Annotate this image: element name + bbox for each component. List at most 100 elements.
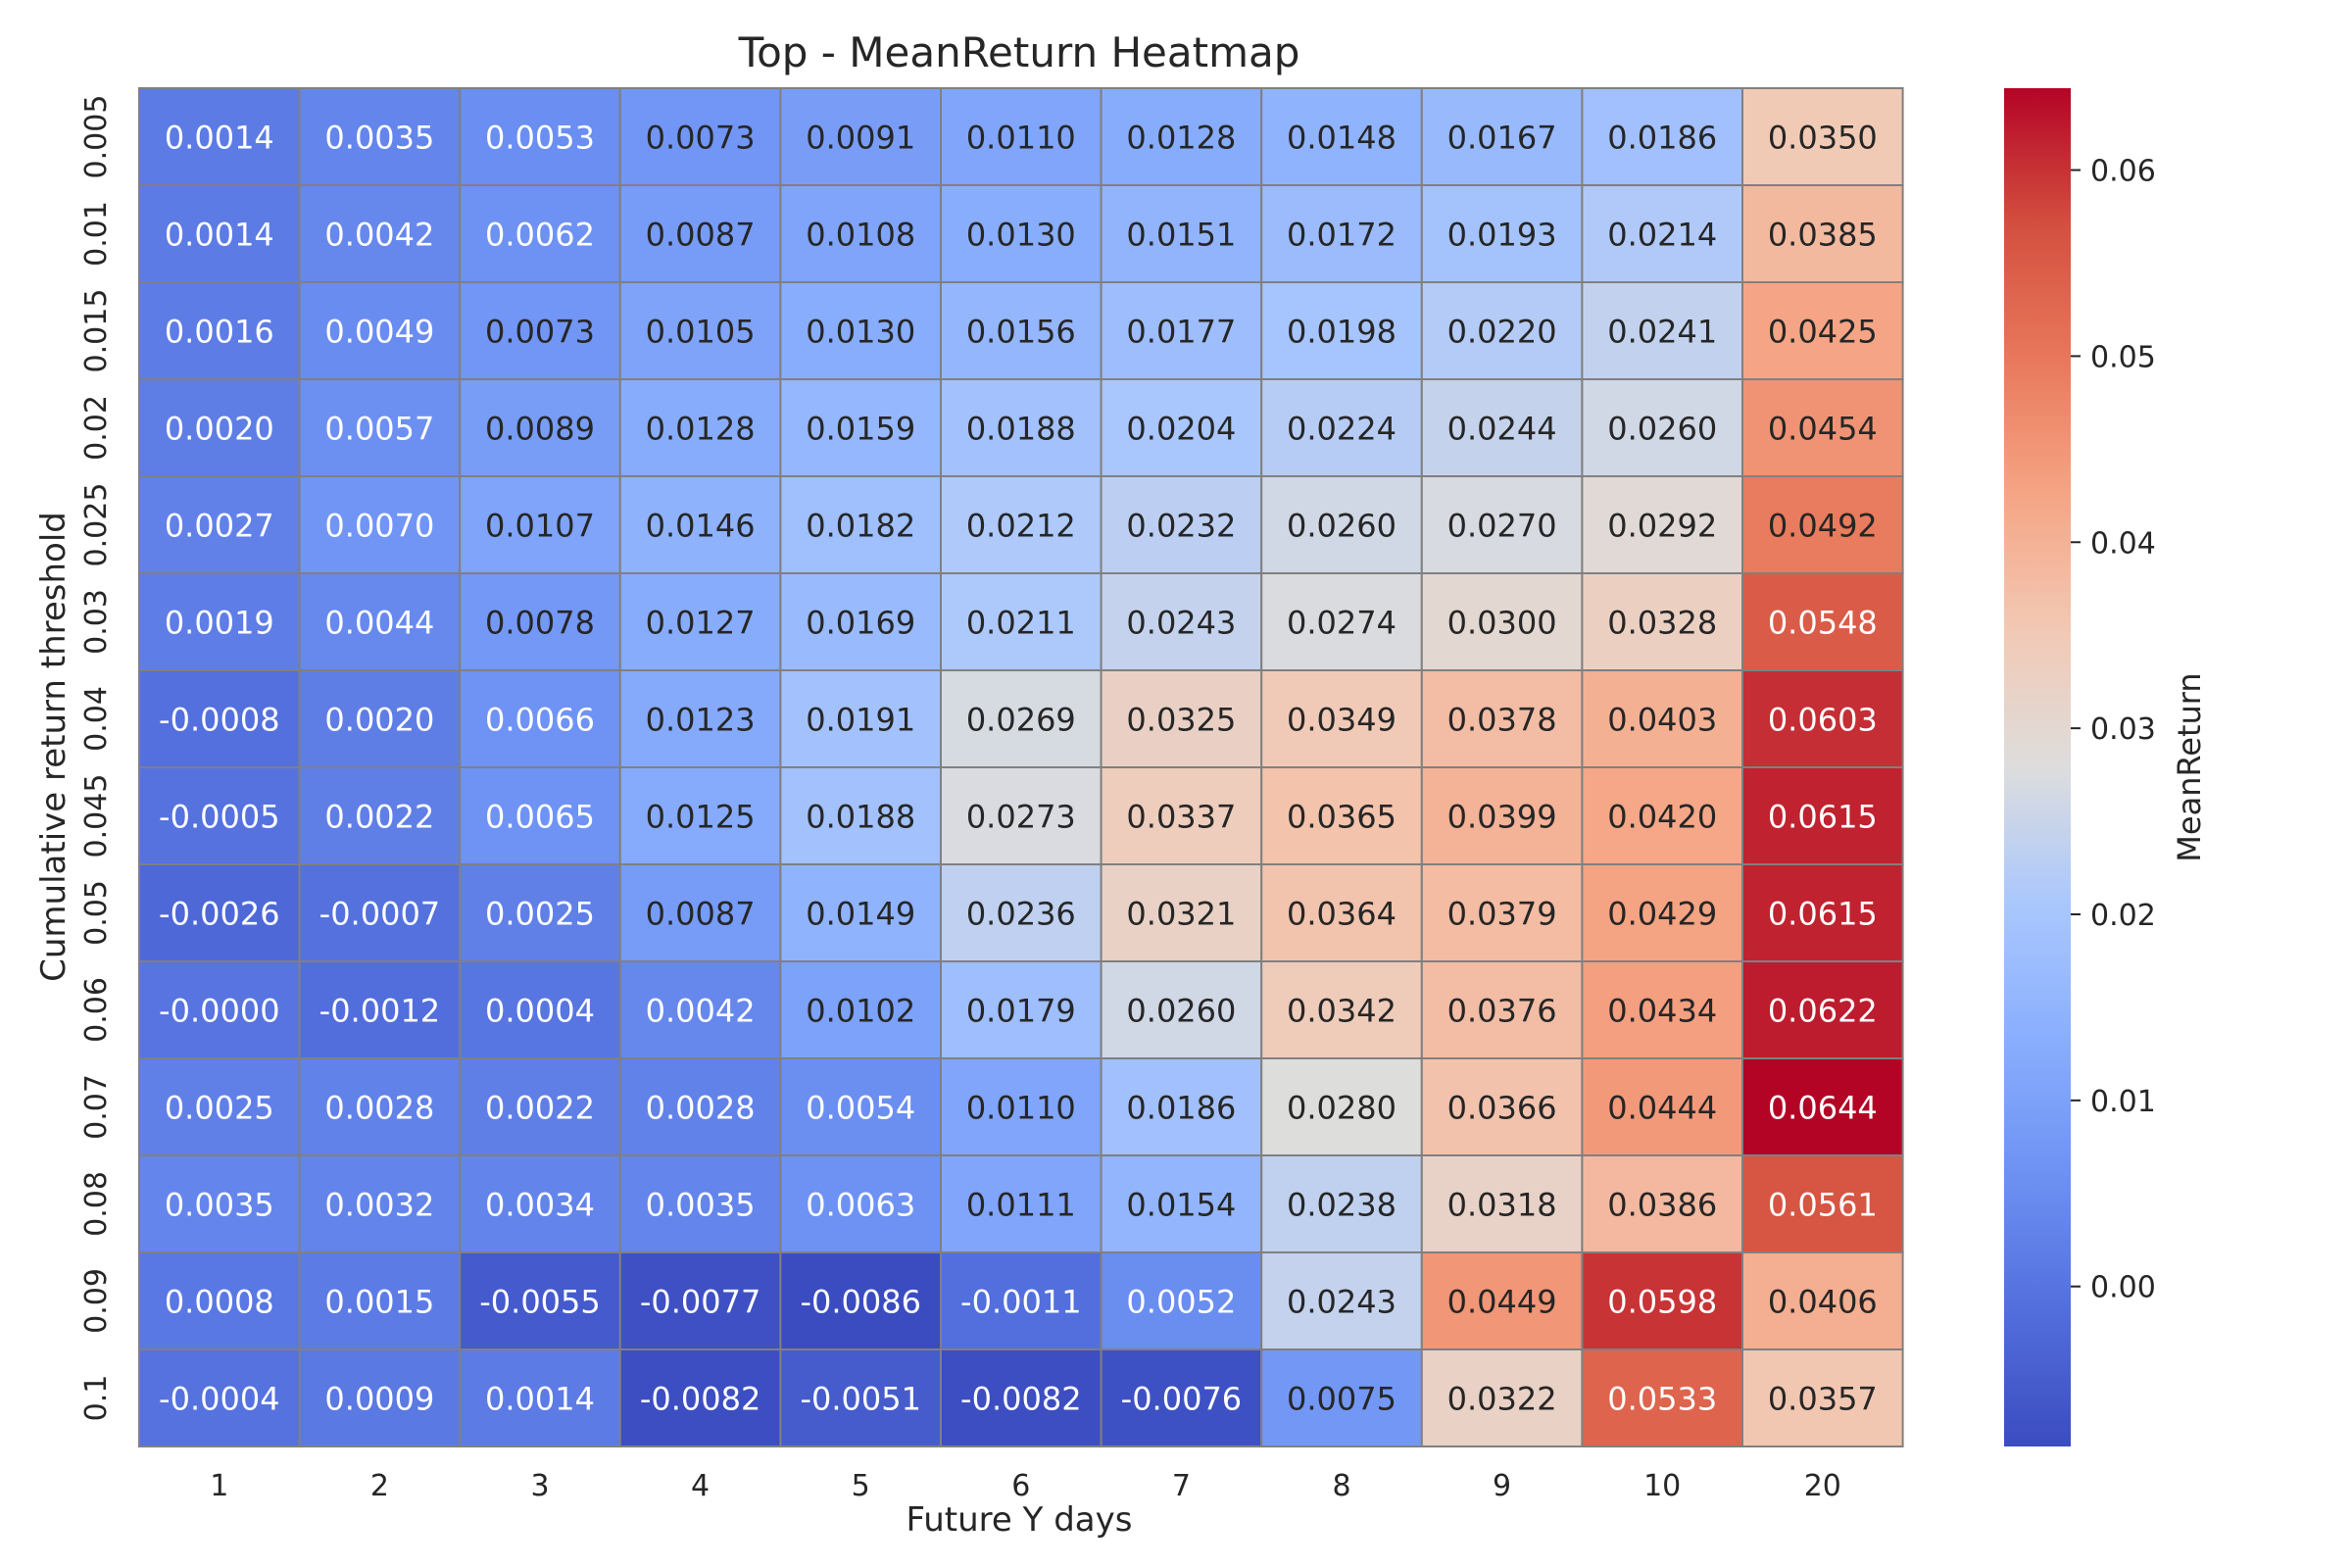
cell-label: 0.0066 bbox=[485, 702, 595, 739]
cell-label: 0.0238 bbox=[1287, 1187, 1396, 1224]
cell-label: 0.0615 bbox=[1768, 896, 1878, 933]
cell-label: 0.0034 bbox=[485, 1187, 595, 1224]
heatmap-cell bbox=[1260, 1154, 1423, 1253]
cell-label: 0.0125 bbox=[646, 799, 756, 836]
cell-label: 0.0236 bbox=[966, 896, 1076, 933]
cell-label: 0.0561 bbox=[1768, 1187, 1878, 1224]
heatmap-cell bbox=[1581, 766, 1744, 865]
heatmap-cell bbox=[298, 766, 462, 865]
cell-label: 0.0615 bbox=[1768, 799, 1878, 836]
cell-label: 0.0063 bbox=[806, 1187, 915, 1224]
heatmap-cell bbox=[298, 87, 462, 186]
cell-label: 0.0349 bbox=[1287, 702, 1396, 739]
cell-label: 0.0172 bbox=[1287, 217, 1396, 254]
y-tick-label: 0.04 bbox=[79, 686, 114, 752]
heatmap-cell bbox=[459, 281, 621, 380]
heatmap-cell bbox=[940, 669, 1102, 768]
cell-label: -0.0000 bbox=[159, 993, 280, 1030]
heatmap-cell bbox=[940, 766, 1102, 865]
cell-label: 0.0049 bbox=[324, 314, 434, 351]
cell-label: 0.0073 bbox=[485, 314, 595, 351]
cell-label: 0.0089 bbox=[485, 411, 595, 448]
heatmap-cell bbox=[1581, 475, 1744, 574]
cell-label: 0.0009 bbox=[324, 1381, 434, 1418]
cell-label: 0.0186 bbox=[1607, 120, 1717, 157]
cell-label: 0.0179 bbox=[966, 993, 1076, 1030]
heatmap-cell bbox=[459, 669, 621, 768]
cell-label: 0.0091 bbox=[806, 120, 915, 157]
heatmap-cell bbox=[1741, 1154, 1904, 1253]
heatmap-cell bbox=[459, 184, 621, 283]
cell-label: 0.0644 bbox=[1768, 1090, 1878, 1127]
heatmap-cell bbox=[1260, 766, 1423, 865]
heatmap-cell bbox=[1100, 1348, 1263, 1447]
heatmap-cell bbox=[138, 766, 301, 865]
cell-label: 0.0004 bbox=[485, 993, 595, 1030]
heatmap-cell bbox=[459, 960, 621, 1059]
cell-label: 0.0127 bbox=[646, 605, 756, 642]
y-tick-label: 0.03 bbox=[79, 589, 114, 655]
cell-label: 0.0078 bbox=[485, 605, 595, 642]
y-tick-label: 0.06 bbox=[79, 977, 114, 1043]
cell-label: 0.0123 bbox=[646, 702, 756, 739]
cell-label: 0.0108 bbox=[806, 217, 915, 254]
cell-label: 0.0014 bbox=[165, 120, 274, 157]
heatmap-cell bbox=[1260, 960, 1423, 1059]
cell-label: -0.0086 bbox=[800, 1284, 921, 1321]
heatmap-cell bbox=[618, 475, 782, 574]
cell-label: 0.0151 bbox=[1126, 217, 1236, 254]
x-tick-label: 6 bbox=[1011, 1469, 1030, 1503]
heatmap-cell bbox=[1100, 184, 1263, 283]
cell-label: 0.0128 bbox=[646, 411, 756, 448]
heatmap-cell bbox=[1741, 766, 1904, 865]
heatmap-cell bbox=[940, 1348, 1102, 1447]
heatmap-cell bbox=[138, 1154, 301, 1253]
heatmap-cell bbox=[940, 184, 1102, 283]
heatmap-cell bbox=[1100, 669, 1263, 768]
heatmap-cell bbox=[1420, 960, 1584, 1059]
cell-label: 0.0328 bbox=[1607, 605, 1717, 642]
cell-label: 0.0321 bbox=[1126, 896, 1236, 933]
cell-label: 0.0269 bbox=[966, 702, 1076, 739]
cell-label: 0.0386 bbox=[1607, 1187, 1717, 1224]
y-tick-label: 0.045 bbox=[79, 774, 114, 858]
heatmap-cell bbox=[779, 475, 943, 574]
heatmap-cell bbox=[459, 863, 621, 962]
cell-label: 0.0075 bbox=[1287, 1381, 1396, 1418]
cell-label: 0.0130 bbox=[966, 217, 1076, 254]
heatmap-cell bbox=[138, 960, 301, 1059]
cell-label: 0.0025 bbox=[165, 1090, 274, 1127]
cell-label: 0.0057 bbox=[324, 411, 434, 448]
cell-label: -0.0026 bbox=[159, 896, 280, 933]
heatmap-cell bbox=[138, 669, 301, 768]
cell-label: 0.0444 bbox=[1607, 1090, 1717, 1127]
cell-label: 0.0243 bbox=[1126, 605, 1236, 642]
cell-label: 0.0130 bbox=[806, 314, 915, 351]
y-tick-label: 0.05 bbox=[79, 880, 114, 946]
heatmap-cell bbox=[940, 572, 1102, 671]
heatmap-cell bbox=[1100, 281, 1263, 380]
cell-label: 0.0032 bbox=[324, 1187, 434, 1224]
heatmap-cell bbox=[1260, 1057, 1423, 1156]
cell-label: 0.0406 bbox=[1768, 1284, 1878, 1321]
heatmap-cell bbox=[138, 475, 301, 574]
heatmap-cell bbox=[1741, 1057, 1904, 1156]
cell-label: 0.0378 bbox=[1447, 702, 1557, 739]
heatmap-cell bbox=[459, 1348, 621, 1447]
heatmap-cell bbox=[1741, 378, 1904, 477]
heatmap-cell bbox=[779, 184, 943, 283]
heatmap-cell bbox=[779, 281, 943, 380]
cell-label: 0.0434 bbox=[1607, 993, 1717, 1030]
heatmap-cell bbox=[1260, 1348, 1423, 1447]
heatmap-cell bbox=[1100, 475, 1263, 574]
heatmap-cell bbox=[1100, 863, 1263, 962]
cell-label: 0.0366 bbox=[1447, 1090, 1557, 1127]
heatmap-cell bbox=[459, 1251, 621, 1350]
cell-label: 0.0260 bbox=[1607, 411, 1717, 448]
cell-label: 0.0325 bbox=[1126, 702, 1236, 739]
x-tick-label: 10 bbox=[1643, 1469, 1681, 1503]
heatmap-cell bbox=[1741, 1251, 1904, 1350]
cell-label: 0.0014 bbox=[485, 1381, 595, 1418]
cell-label: -0.0076 bbox=[1121, 1381, 1243, 1418]
